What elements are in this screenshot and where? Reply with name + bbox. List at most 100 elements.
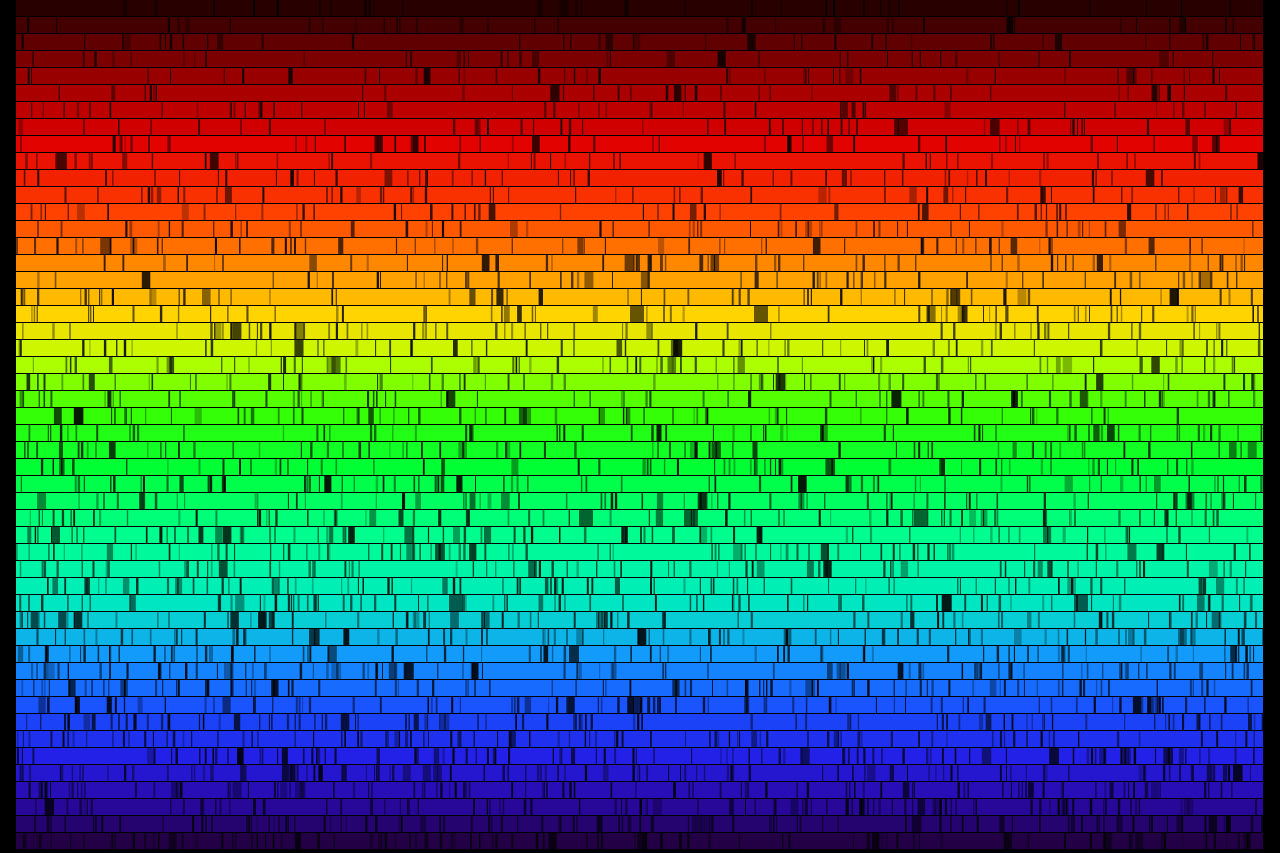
band-break [383, 17, 385, 33]
absorption-line [1042, 782, 1045, 798]
band-break [1223, 561, 1225, 577]
band-break [161, 238, 163, 254]
absorption-line [1125, 527, 1127, 543]
absorption-line [1013, 646, 1015, 662]
absorption-line [330, 0, 333, 16]
absorption-line [974, 799, 976, 815]
absorption-line [1069, 51, 1071, 67]
absorption-line [886, 510, 889, 526]
band-break [191, 731, 193, 747]
band-break [227, 306, 229, 322]
absorption-line [774, 408, 776, 424]
spectrum-band [16, 68, 1263, 84]
band-break [976, 799, 977, 815]
absorption-line [769, 493, 772, 509]
absorption-line [699, 527, 702, 543]
absorption-line [265, 391, 268, 407]
absorption-line [902, 748, 905, 764]
absorption-line [573, 68, 576, 84]
absorption-line [156, 357, 159, 373]
spectrum-band [16, 374, 1263, 390]
absorption-line [1096, 255, 1103, 271]
absorption-line [211, 816, 213, 832]
absorption-line [489, 680, 491, 696]
absorption-line [239, 578, 242, 594]
absorption-line [1052, 374, 1054, 390]
absorption-line [1190, 612, 1193, 628]
band-break [368, 782, 370, 798]
band-break [895, 442, 897, 458]
absorption-line [186, 255, 188, 271]
band-break [1232, 17, 1234, 33]
absorption-line [399, 17, 401, 33]
absorption-line [1208, 595, 1211, 611]
absorption-line [1141, 697, 1144, 713]
absorption-line [168, 612, 170, 628]
absorption-line [356, 187, 361, 203]
absorption-line [599, 221, 602, 237]
absorption-line [132, 425, 136, 441]
absorption-line [1067, 646, 1070, 662]
absorption-line [693, 408, 695, 424]
absorption-line [1039, 799, 1041, 815]
absorption-line [50, 391, 53, 407]
absorption-line [430, 357, 433, 373]
absorption-line [372, 391, 375, 407]
absorption-line [1073, 799, 1075, 815]
absorption-line [1092, 255, 1095, 271]
absorption-line [43, 612, 46, 628]
absorption-line [833, 731, 836, 747]
absorption-line [913, 442, 916, 458]
absorption-line [748, 595, 750, 611]
band-break [318, 476, 320, 492]
absorption-line [761, 238, 763, 254]
absorption-line [582, 629, 584, 645]
absorption-line [948, 408, 951, 424]
absorption-line [947, 391, 950, 407]
band-break [612, 272, 613, 288]
strong-line [754, 306, 768, 322]
absorption-line [529, 357, 532, 373]
absorption-line [1167, 646, 1170, 662]
absorption-line [625, 799, 628, 815]
absorption-line [296, 765, 299, 781]
absorption-line [322, 17, 324, 33]
spectrum-band [16, 238, 1263, 254]
band-break [884, 255, 886, 271]
spectrum-row [16, 714, 1271, 730]
absorption-line [296, 204, 298, 220]
absorption-line [105, 170, 107, 186]
absorption-line [1074, 425, 1077, 441]
absorption-line [232, 629, 236, 645]
band-break [111, 408, 113, 424]
absorption-line [210, 561, 213, 577]
absorption-line [62, 731, 65, 747]
absorption-line [707, 255, 709, 271]
absorption-line [650, 731, 652, 747]
absorption-line [897, 629, 899, 645]
band-break [288, 680, 289, 696]
absorption-line [1155, 204, 1157, 220]
absorption-line [577, 102, 580, 118]
spectrum-band [16, 221, 1263, 237]
absorption-line [937, 612, 939, 628]
absorption-line [671, 357, 674, 373]
band-break [602, 680, 604, 696]
band-break [1252, 221, 1254, 237]
absorption-line [455, 561, 458, 577]
absorption-line [1039, 238, 1041, 254]
absorption-line [784, 374, 787, 390]
absorption-line [486, 561, 488, 577]
band-break [754, 102, 756, 118]
absorption-line [543, 782, 545, 798]
absorption-line [728, 459, 731, 475]
absorption-line [196, 561, 199, 577]
absorption-line [807, 595, 809, 611]
absorption-line [400, 816, 403, 832]
absorption-line [1038, 697, 1040, 713]
absorption-line [1158, 391, 1161, 407]
absorption-line [20, 476, 22, 492]
absorption-line [829, 629, 832, 645]
band-break [598, 612, 600, 628]
absorption-line [1124, 663, 1127, 679]
